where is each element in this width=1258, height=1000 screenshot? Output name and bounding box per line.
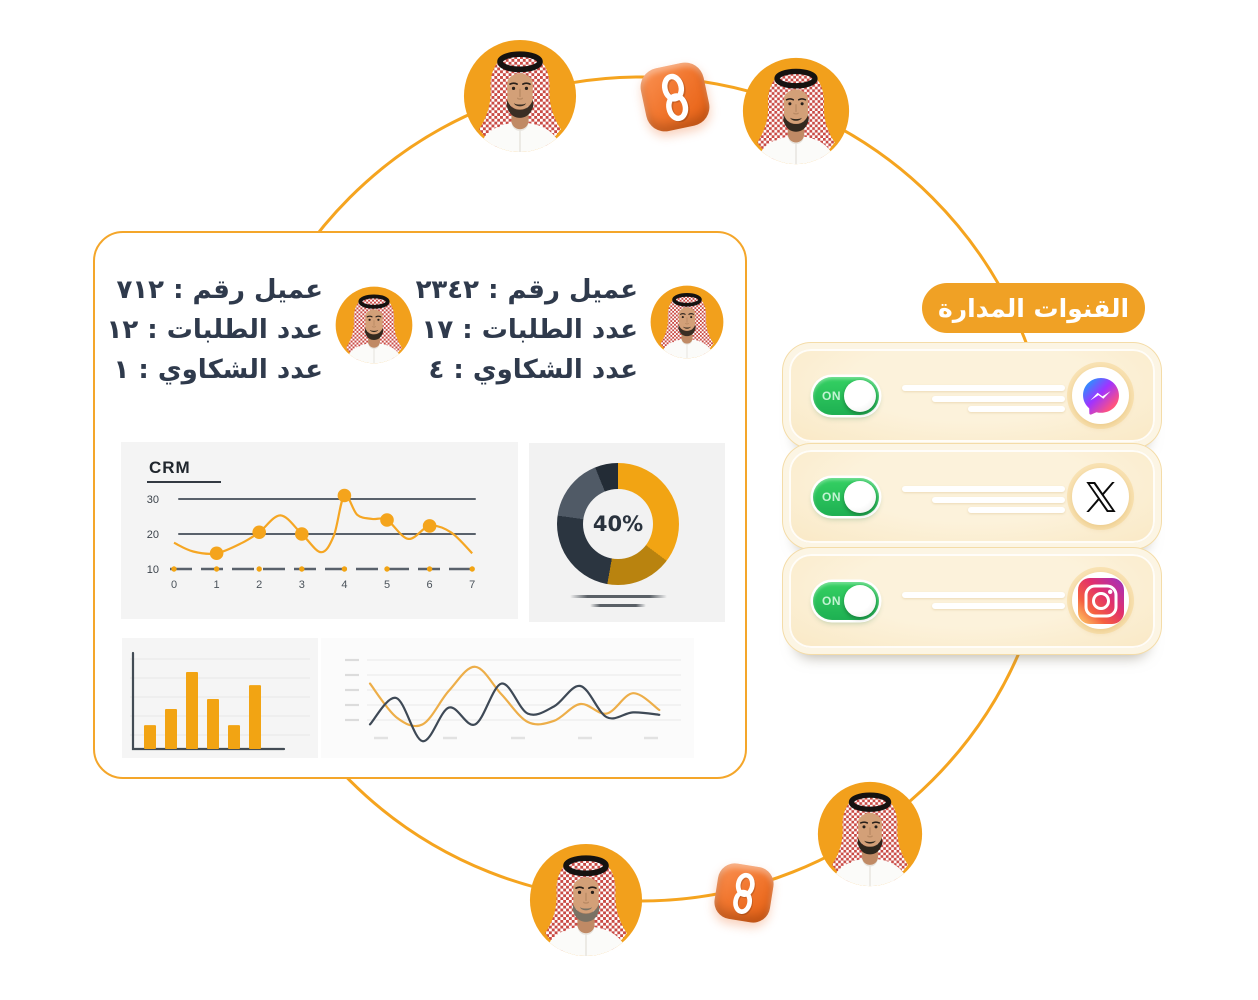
svg-text:5: 5 [384, 579, 390, 591]
customer-avatar-card-right [650, 285, 724, 359]
channel-card-instagram: ON [789, 554, 1155, 648]
customer-complaints: عدد الشكاوي : ٤ [428, 355, 638, 385]
donut-chart: 40% [529, 443, 725, 622]
skeleton-line [902, 592, 1065, 598]
instagram-icon [1077, 577, 1124, 624]
skeleton-line [902, 385, 1065, 391]
toggle-knob[interactable] [844, 380, 876, 412]
x-toggle[interactable]: ON [813, 478, 879, 516]
toggle-on-label: ON [822, 490, 841, 504]
customer-info-block: عميل رقم : ٢٣٤٢ عدد الطلبات : ١٧ عدد الش… [416, 270, 638, 390]
svg-text:0: 0 [171, 579, 177, 591]
donut-ring: 40% [557, 463, 679, 585]
customer-avatar-card-left [335, 286, 413, 364]
skeleton-line [968, 507, 1065, 513]
svg-text:20: 20 [147, 529, 159, 541]
svg-text:30: 30 [147, 494, 159, 506]
managed-channels-header: القنوات المدارة [922, 283, 1145, 333]
customer-number: عميل رقم : ٧١٢ [116, 275, 323, 305]
channel-icon-circle [1072, 572, 1129, 629]
svg-text:7: 7 [469, 579, 475, 591]
customer-avatar-top [463, 39, 577, 153]
crm-line-chart: CRM 10 20 30 0 1 2 3 4 5 6 7 [121, 442, 518, 619]
customer-avatar-top-right [742, 57, 850, 165]
skeleton-line [968, 406, 1065, 412]
customer-number: عميل رقم : ٢٣٤٢ [415, 275, 638, 305]
channel-card-messenger: ON [789, 349, 1155, 442]
messenger-icon [1082, 377, 1119, 415]
link-icon-bottom [711, 860, 777, 926]
donut-shadow-line [590, 604, 646, 607]
svg-text:1: 1 [214, 579, 220, 591]
channel-card-x: ON [789, 450, 1155, 543]
x-icon [1085, 481, 1116, 512]
customer-orders: عدد الطلبات : ١٢ [106, 315, 323, 345]
svg-text:3: 3 [299, 579, 305, 591]
skeleton-line [932, 396, 1065, 402]
instagram-toggle[interactable]: ON [813, 582, 879, 620]
skeleton-line [932, 603, 1065, 609]
messenger-toggle[interactable]: ON [813, 377, 879, 415]
customer-avatar-bottom-right [817, 781, 923, 887]
channel-icon-circle [1072, 367, 1129, 424]
crm-dashboard-card: عميل رقم : ٢٣٤٢ عدد الطلبات : ١٧ عدد الش… [93, 231, 747, 779]
svg-text:CRM: CRM [149, 458, 191, 477]
customer-avatar-bottom [529, 843, 643, 957]
customer-complaints: عدد الشكاوي : ١ [113, 355, 323, 385]
customer-info-block: عميل رقم : ٧١٢ عدد الطلبات : ١٢ عدد الشك… [106, 270, 323, 390]
toggle-knob[interactable] [844, 585, 876, 617]
toggle-on-label: ON [822, 594, 841, 608]
svg-text:2: 2 [256, 579, 262, 591]
toggle-on-label: ON [822, 389, 841, 403]
skeleton-line [932, 497, 1065, 503]
customer-orders: عدد الطلبات : ١٧ [421, 315, 638, 345]
svg-text:6: 6 [427, 579, 433, 591]
bar-chart [122, 638, 318, 758]
toggle-knob[interactable] [844, 481, 876, 513]
svg-text:4: 4 [341, 579, 347, 591]
donut-shadow-line [570, 595, 667, 598]
donut-percentage-label: 40% [592, 512, 644, 536]
svg-text:10: 10 [147, 564, 159, 576]
channel-icon-circle [1072, 468, 1129, 525]
skeleton-line [902, 486, 1065, 492]
wave-line-chart [321, 638, 694, 758]
